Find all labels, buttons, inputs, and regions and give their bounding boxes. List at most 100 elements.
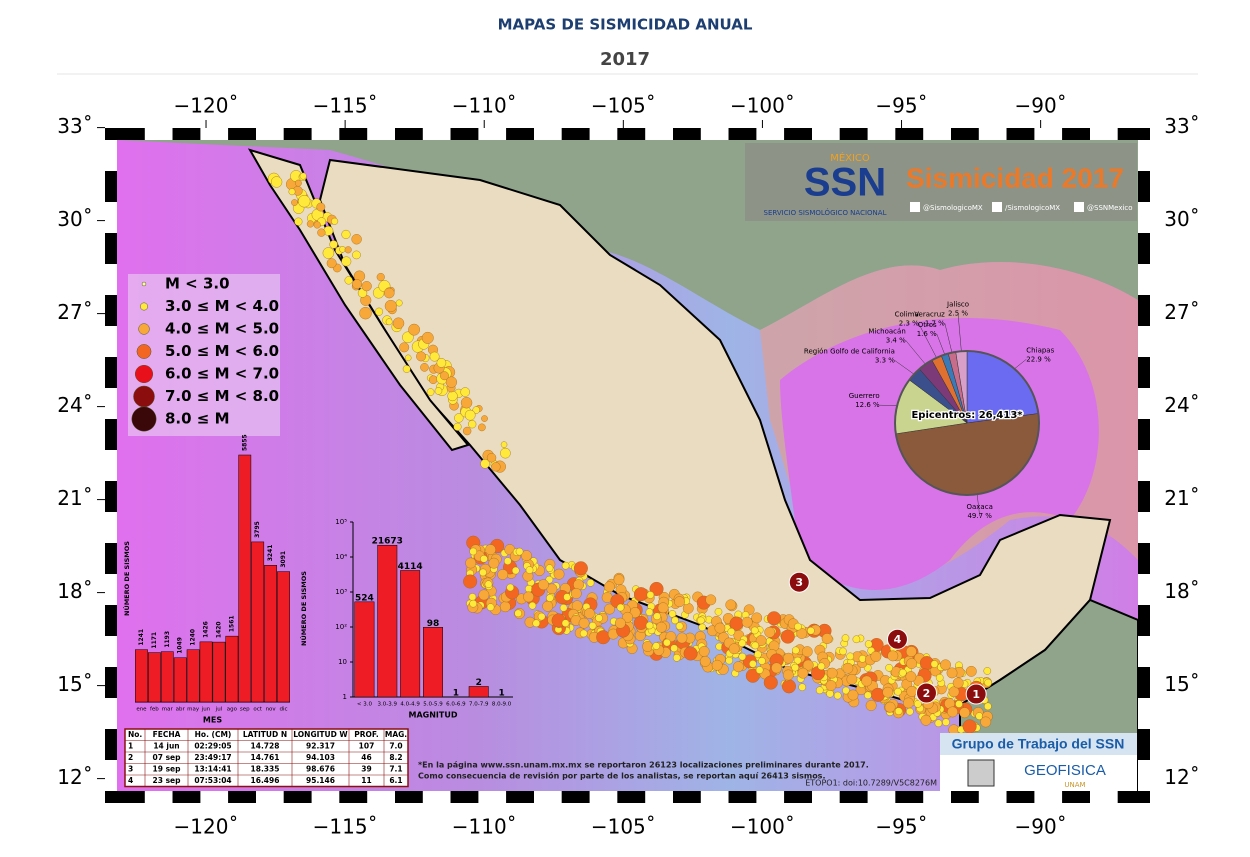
value-label: 5855 — [241, 434, 248, 451]
epicenter — [793, 656, 802, 665]
epicenter — [595, 614, 603, 622]
lon-label-top: −115˚ — [313, 94, 378, 118]
bar — [147, 652, 161, 703]
table-cell: 46 — [361, 753, 371, 762]
table-cell: 23 sep — [153, 776, 182, 785]
pie-category: Otros — [918, 321, 937, 329]
x-tick-label: feb — [150, 707, 159, 713]
epicenter — [807, 626, 815, 635]
lon-label-bottom: −110˚ — [452, 815, 517, 839]
frame-segment — [117, 128, 145, 140]
frame-segment — [923, 791, 951, 803]
frame-segment — [1138, 605, 1150, 636]
epicenter — [480, 555, 488, 563]
bar — [199, 641, 213, 703]
epicenter — [826, 689, 834, 698]
epicenter — [898, 668, 907, 677]
x-tick-label: 4.0-4.9 — [400, 702, 420, 708]
epicenter — [646, 591, 655, 599]
epicenter — [758, 657, 766, 665]
x-tick-label: 6.0-6.9 — [446, 702, 466, 708]
bar — [423, 627, 443, 698]
epicenter — [341, 256, 352, 267]
x-tick-label: mar — [162, 707, 174, 713]
x-axis-label: MES — [203, 716, 222, 725]
pie-leader — [957, 313, 962, 352]
x-tick-label: ago — [227, 707, 238, 713]
event-number: 1 — [972, 688, 980, 701]
lon-label-bottom: −90˚ — [1015, 815, 1067, 839]
frame-segment — [895, 791, 924, 803]
frame-segment — [1138, 512, 1150, 543]
epicenter — [738, 639, 747, 648]
frame-segment — [1138, 264, 1150, 295]
pie-value-label: 22.9 % — [1026, 355, 1051, 363]
table-header: MAG. — [385, 730, 407, 739]
social-icon — [992, 202, 1002, 212]
frame-segment — [1138, 698, 1150, 729]
epicenter — [870, 687, 885, 702]
epicenter — [563, 593, 571, 601]
credits-unam: UNAM — [1064, 781, 1085, 789]
epicenter — [428, 375, 438, 384]
credits-header — [940, 733, 1137, 755]
frame-segment — [200, 791, 229, 803]
frame-segment — [311, 791, 340, 803]
pie-leader — [936, 333, 945, 355]
frame-segment — [589, 128, 618, 140]
epicenter — [429, 351, 440, 362]
frame-segment — [105, 295, 117, 326]
epicenter — [604, 581, 615, 593]
epicenter — [698, 646, 710, 657]
frame-segment — [1138, 171, 1150, 202]
epicenter — [699, 655, 711, 667]
value-label: 1426 — [203, 621, 210, 638]
frame-segment — [1138, 419, 1150, 450]
epicenter — [339, 246, 346, 253]
value-label: 1193 — [164, 631, 171, 648]
epicenter — [542, 600, 554, 612]
frame-segment — [506, 791, 534, 803]
frame-segment — [1138, 140, 1150, 171]
lat-label-left: 21˚ — [57, 486, 92, 510]
frame-segment — [105, 543, 117, 574]
table-header: FECHA — [153, 730, 181, 739]
lat-label-right: 24˚ — [1164, 393, 1199, 417]
pie-value-label: 3.3 % — [875, 357, 895, 365]
epicenter — [815, 686, 824, 695]
social-handle: @SismologicoMX — [923, 204, 983, 212]
y-axis-label: NÚMERO DE SISMOS — [299, 571, 308, 646]
epicenter — [802, 659, 814, 671]
epicenter — [894, 707, 903, 716]
table-header: Ho. (CM) — [195, 730, 232, 739]
epicenter — [633, 615, 648, 630]
epicenter — [613, 574, 625, 586]
legend-label: 7.0 ≤ M < 8.0 — [165, 387, 279, 405]
table-cell: 8.2 — [389, 753, 402, 762]
epicenter — [738, 652, 747, 661]
legend-label: M < 3.0 — [165, 275, 230, 293]
table-cell: 98.676 — [306, 764, 335, 773]
epicenter — [331, 217, 339, 225]
x-tick-label: jul — [215, 707, 223, 713]
lat-label-left: 12˚ — [57, 765, 92, 789]
year: 2017 — [600, 49, 650, 70]
epicenter — [781, 679, 796, 694]
lon-label-bottom: −120˚ — [174, 815, 239, 839]
frame-segment — [1090, 791, 1118, 803]
frame-segment — [105, 233, 117, 264]
epicenter — [905, 671, 917, 682]
epicenter — [676, 632, 688, 644]
epicenter — [725, 599, 737, 611]
epicenter — [420, 363, 429, 372]
epicenter — [525, 584, 533, 593]
epicenter — [749, 660, 757, 668]
epicenter — [514, 609, 522, 618]
epicenter — [532, 619, 541, 628]
frame-segment — [1138, 295, 1150, 326]
epicenter — [453, 422, 462, 431]
epicenter — [436, 358, 447, 368]
epicenter — [905, 646, 917, 657]
frame-segment — [367, 128, 395, 140]
frame-segment — [105, 481, 117, 512]
